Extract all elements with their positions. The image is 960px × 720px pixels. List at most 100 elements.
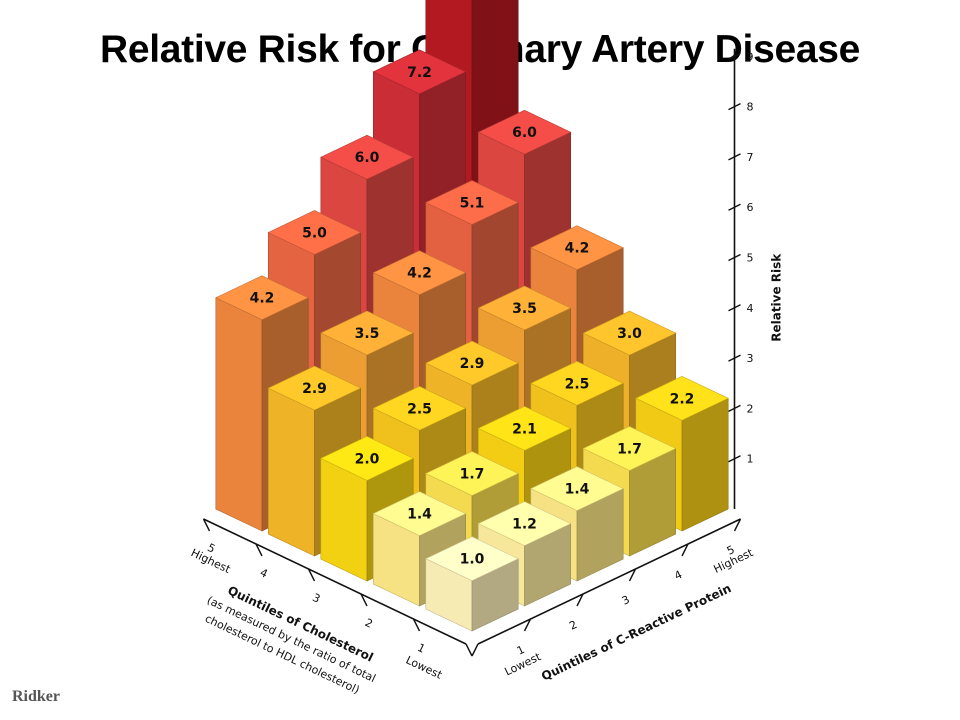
bar-value-label: 5.1: [460, 195, 485, 211]
bar-face-top: [425, 180, 519, 225]
bar-value-label: 1.2: [512, 517, 537, 533]
bar-value-label: 4.2: [565, 241, 590, 257]
bar-face-top: [635, 375, 729, 421]
bar-face-top: [320, 134, 414, 180]
cholesterol-tick-label: 1: [415, 641, 427, 656]
bar-value-label: 1.4: [407, 507, 432, 523]
crp-tick-mark: [576, 593, 584, 607]
z-tick-label: 9: [747, 50, 754, 63]
z-tick-mark: [728, 354, 741, 362]
crp-tick-label: 5: [725, 543, 737, 558]
z-tick-mark: [728, 253, 741, 262]
bar-face-top: [267, 210, 362, 255]
bar-face-top: [582, 426, 677, 471]
cholesterol-tick-label: 2: [363, 616, 375, 631]
z-tick-mark: [728, 304, 741, 312]
bar-face-top: [582, 310, 677, 356]
bar-value-label: 6.0: [512, 125, 537, 141]
bar-value-label: 2.0: [355, 451, 380, 467]
bar-chol1-crp1: [425, 536, 519, 632]
bar-value-label: 2.5: [407, 401, 432, 417]
bar-value-label: 1.7: [617, 441, 642, 457]
bar-face-top: [320, 310, 414, 356]
bar-face-top: [320, 436, 414, 481]
bar-value-label: 4.2: [250, 291, 275, 307]
bar-value-label: 4.2: [407, 266, 432, 282]
z-tick-mark: [728, 52, 741, 60]
cholesterol-tick-label: 3: [310, 591, 322, 606]
bar-face-top: [425, 536, 519, 582]
bar-value-label: 5.0: [302, 226, 327, 242]
bar-value-label: 7.2: [407, 65, 432, 81]
bar-face-top: [477, 501, 572, 546]
bar-value-label: 1.0: [460, 552, 485, 568]
cholesterol-tick-mark: [202, 518, 211, 532]
cholesterol-tick-label: 5: [205, 541, 217, 556]
bar-face-top: [372, 250, 467, 296]
bar-value-label: 2.1: [512, 421, 537, 437]
crp-tick-mark: [733, 518, 742, 532]
z-tick-mark: [728, 455, 741, 463]
z-tick-label: 1: [747, 453, 754, 466]
bar-value-label: 2.2: [670, 391, 695, 407]
bar-face-side: [681, 397, 729, 532]
z-axis-title: Relative Risk: [770, 253, 784, 342]
bar-face-top: [477, 406, 572, 451]
z-tick-label: 7: [747, 151, 754, 164]
cholesterol-tick-mark: [412, 618, 421, 632]
z-tick-mark: [728, 153, 741, 161]
cholesterol-axis-line: [203, 518, 467, 645]
bar-face-top: [477, 109, 572, 155]
z-tick-label: 6: [747, 201, 754, 214]
crp-axis-title: Quintiles of C-Reactive Protein: [539, 581, 733, 683]
source-credit: Ridker: [12, 688, 60, 705]
crp-tick-label: 4: [672, 568, 684, 583]
bar-value-label: 2.9: [302, 381, 327, 397]
crp-tick-label: 1: [515, 643, 527, 658]
cholesterol-tick-mark: [307, 568, 316, 582]
crp-tick-mark: [471, 643, 479, 657]
crp-tick-mark: [523, 618, 532, 632]
z-tick-mark: [728, 203, 741, 211]
bar-face-top: [425, 340, 519, 386]
bar-face-front: [215, 297, 263, 532]
bar-face-top: [372, 491, 467, 536]
bar-value-label: 3.5: [512, 301, 537, 317]
z-tick-label: 3: [747, 352, 754, 365]
cholesterol-axis-subtitle: (as measured by the ratio of total: [205, 594, 378, 686]
cholesterol-tick-label: 4: [258, 566, 270, 581]
z-tick-label: 5: [747, 252, 754, 265]
cholesterol-tick-mark: [255, 543, 263, 557]
bar-value-label: 6.0: [355, 150, 380, 166]
bar-face-top: [372, 385, 467, 431]
z-tick-mark: [728, 404, 741, 413]
bar-face-top: [530, 360, 624, 406]
bar-face-top: [477, 285, 572, 331]
bar-value-label: 1.7: [460, 466, 485, 482]
cholesterol-tick-mark: [465, 643, 473, 657]
bar-face-top: [530, 466, 624, 511]
bar-value-label: 3.5: [355, 326, 380, 342]
crp-tick-mark: [681, 543, 689, 557]
bar-face-top: [530, 225, 624, 271]
bar-value-label: 2.5: [565, 376, 590, 392]
bar-face-top: [267, 365, 362, 411]
bar-value-label: 1.4: [565, 482, 590, 498]
crp-axis-line: [477, 518, 741, 645]
bar-value-label: 2.9: [460, 356, 485, 372]
cholesterol-tick-mark: [360, 593, 368, 607]
z-tick-label: 4: [747, 302, 754, 315]
crp-tick-mark: [628, 568, 637, 582]
bar-face-front: [267, 387, 315, 557]
z-tick-label: 2: [747, 402, 754, 415]
bar-value-label: 3.0: [617, 326, 642, 342]
bar-face-top: [215, 275, 309, 321]
z-tick-label: 8: [747, 101, 754, 114]
crp-tick-label: 2: [567, 618, 579, 633]
crp-tick-label: 3: [620, 593, 632, 608]
bar-face-top: [372, 49, 467, 95]
z-tick-mark: [728, 102, 741, 111]
cholesterol-lowest-label: Lowest: [404, 653, 445, 682]
